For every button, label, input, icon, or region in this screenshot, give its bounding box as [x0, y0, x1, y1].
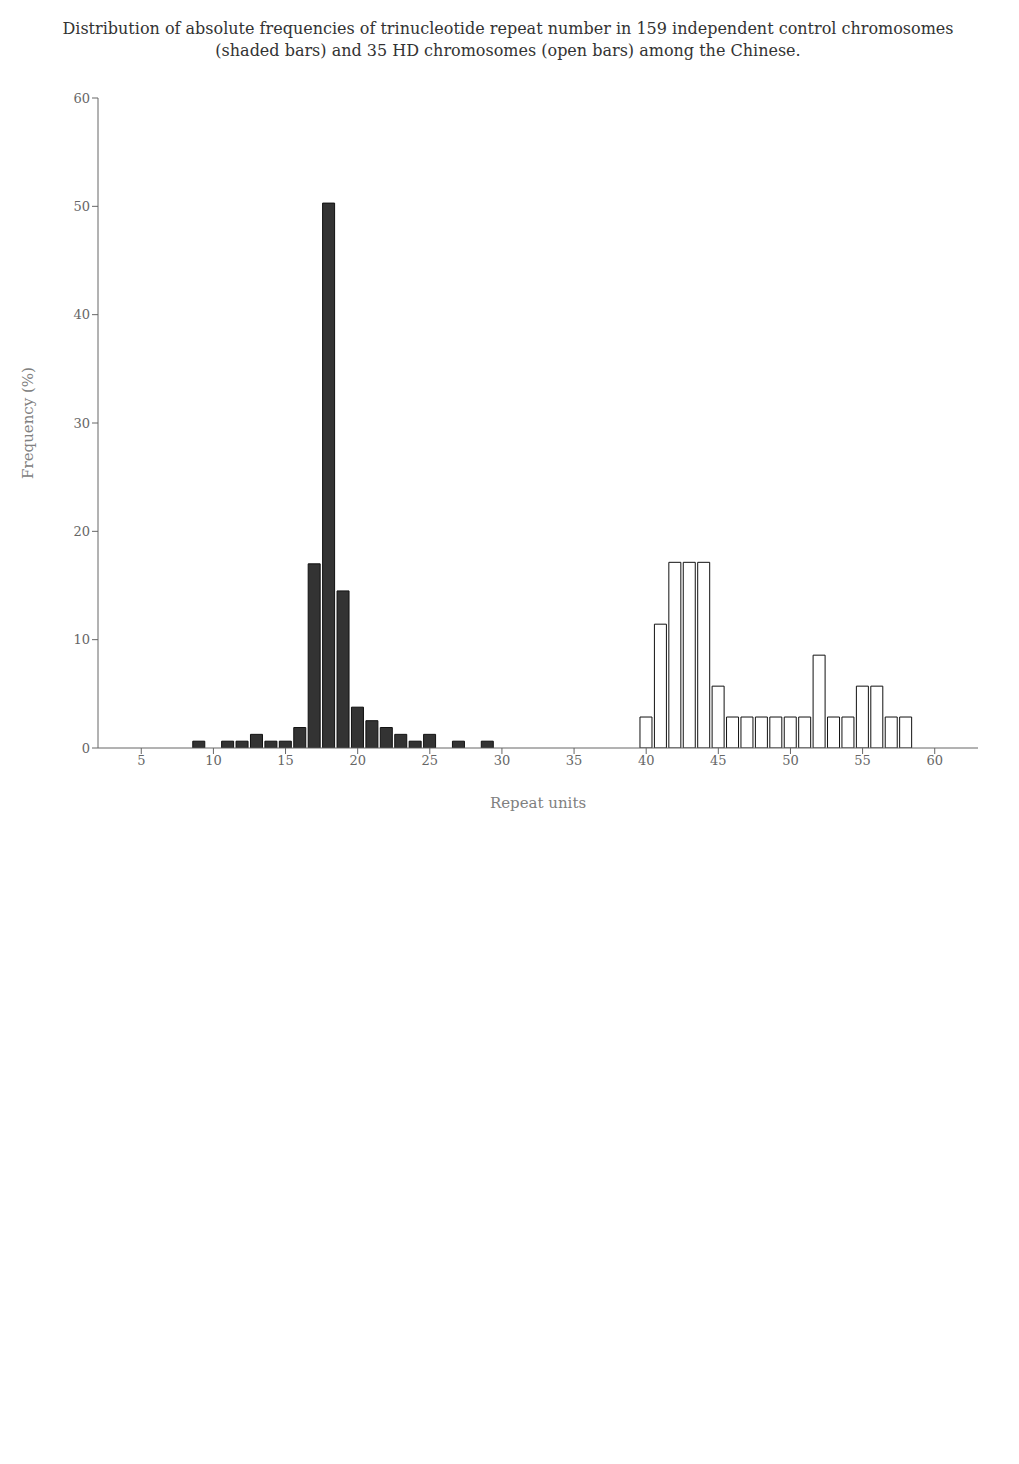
- svg-text:10: 10: [73, 632, 90, 647]
- svg-text:30: 30: [73, 416, 90, 431]
- svg-text:20: 20: [349, 753, 366, 768]
- svg-text:30: 30: [494, 753, 511, 768]
- svg-text:15: 15: [277, 753, 294, 768]
- svg-text:35: 35: [566, 753, 583, 768]
- svg-text:10: 10: [205, 753, 222, 768]
- svg-text:Frequency (%): Frequency (%): [19, 367, 37, 479]
- svg-text:50: 50: [782, 753, 799, 768]
- svg-text:0: 0: [82, 741, 90, 756]
- svg-text:55: 55: [854, 753, 871, 768]
- svg-text:40: 40: [638, 753, 655, 768]
- svg-text:5: 5: [137, 753, 145, 768]
- svg-text:50: 50: [73, 199, 90, 214]
- svg-text:Repeat units: Repeat units: [490, 794, 586, 812]
- svg-text:25: 25: [422, 753, 439, 768]
- svg-text:20: 20: [73, 524, 90, 539]
- svg-text:45: 45: [710, 753, 727, 768]
- svg-text:60: 60: [926, 753, 943, 768]
- svg-text:60: 60: [73, 91, 90, 106]
- svg-text:40: 40: [73, 307, 90, 322]
- html-text:Distribution of absolute frequ: Distribution of absolute frequencies of …: [62, 19, 954, 60]
